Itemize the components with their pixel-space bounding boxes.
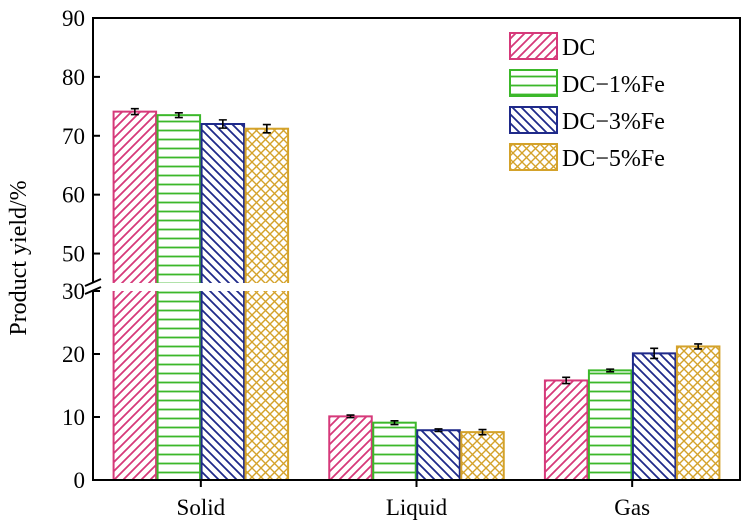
x-tick-label-liquid: Liquid (386, 495, 448, 520)
bar-solid-dc-1-fe (156, 114, 202, 482)
error-bar-liquid-dc (346, 414, 355, 419)
error-bar-gas-dc (562, 376, 571, 385)
legend-label: DC (562, 35, 595, 61)
y-tick-label-70: 70 (62, 124, 85, 149)
error-bar-solid-dc-3-fe (218, 119, 227, 129)
y-tick-label-90: 90 (62, 6, 85, 31)
bar-gas-dc-5-fe (675, 345, 721, 481)
legend-label: DC−5%Fe (562, 146, 665, 172)
bar-solid-dc-3-fe (200, 123, 246, 481)
bar-liquid-dc (328, 415, 373, 481)
error-bar-gas-dc-1-fe (606, 368, 615, 373)
legend-item-dc-3-fe: DC−3%Fe (509, 106, 665, 135)
bar-gas-dc-1-fe (587, 369, 633, 482)
legend-item-dc: DC (509, 32, 595, 61)
legend: DC DC−1%Fe DC−3%Fe DC−5%Fe (509, 32, 665, 172)
plot-frame (92, 17, 741, 481)
bar-liquid-dc-1-fe (372, 421, 417, 482)
error-bar-gas-dc-5-fe (694, 343, 703, 350)
error-bar-solid-dc-5-fe (262, 123, 271, 134)
legend-label: DC−3%Fe (562, 109, 665, 135)
y-tick-label-10: 10 (62, 405, 85, 430)
error-bar-solid-dc-1-fe (174, 112, 183, 119)
y-tick-label-60: 60 (62, 183, 85, 208)
bar-liquid-dc-5-fe (460, 431, 505, 481)
y-tick-label-20: 20 (62, 342, 85, 367)
bar-solid-dc (112, 110, 158, 481)
bar-liquid-dc-3-fe (416, 429, 461, 482)
bar-solid-dc-5-fe (244, 127, 290, 481)
x-tick-label-gas: Gas (614, 495, 650, 520)
legend-swatch (509, 69, 558, 97)
legend-label: DC−1%Fe (562, 72, 665, 98)
y-tick-label-30: 30 (62, 279, 85, 304)
bars-group (83, 107, 721, 482)
error-bar-solid-dc (130, 107, 139, 116)
bar-gas-dc (543, 379, 589, 481)
legend-swatch (509, 143, 558, 171)
axis-break-gap (83, 283, 309, 291)
error-bar-gas-dc-3-fe (650, 347, 659, 360)
legend-item-dc-1-fe: DC−1%Fe (509, 69, 665, 98)
legend-swatch (509, 106, 558, 134)
x-tick-label-solid: Solid (177, 495, 226, 520)
y-tick-label-80: 80 (62, 65, 85, 90)
y-axis-title: Product yield/% (6, 180, 32, 335)
legend-item-dc-5-fe: DC−5%Fe (509, 143, 665, 172)
bar-gas-dc-3-fe (631, 352, 677, 481)
error-bar-liquid-dc-5-fe (478, 428, 487, 436)
y-tick-label-0: 0 (74, 468, 86, 493)
ticks-group: 0 10 20 30 50 60 70 80 90 Solid Liquid Gas (62, 6, 650, 520)
error-bar-liquid-dc-3-fe (434, 428, 443, 433)
legend-swatch (509, 32, 558, 60)
error-bar-liquid-dc-1-fe (390, 419, 399, 426)
y-tick-label-50: 50 (62, 242, 85, 267)
